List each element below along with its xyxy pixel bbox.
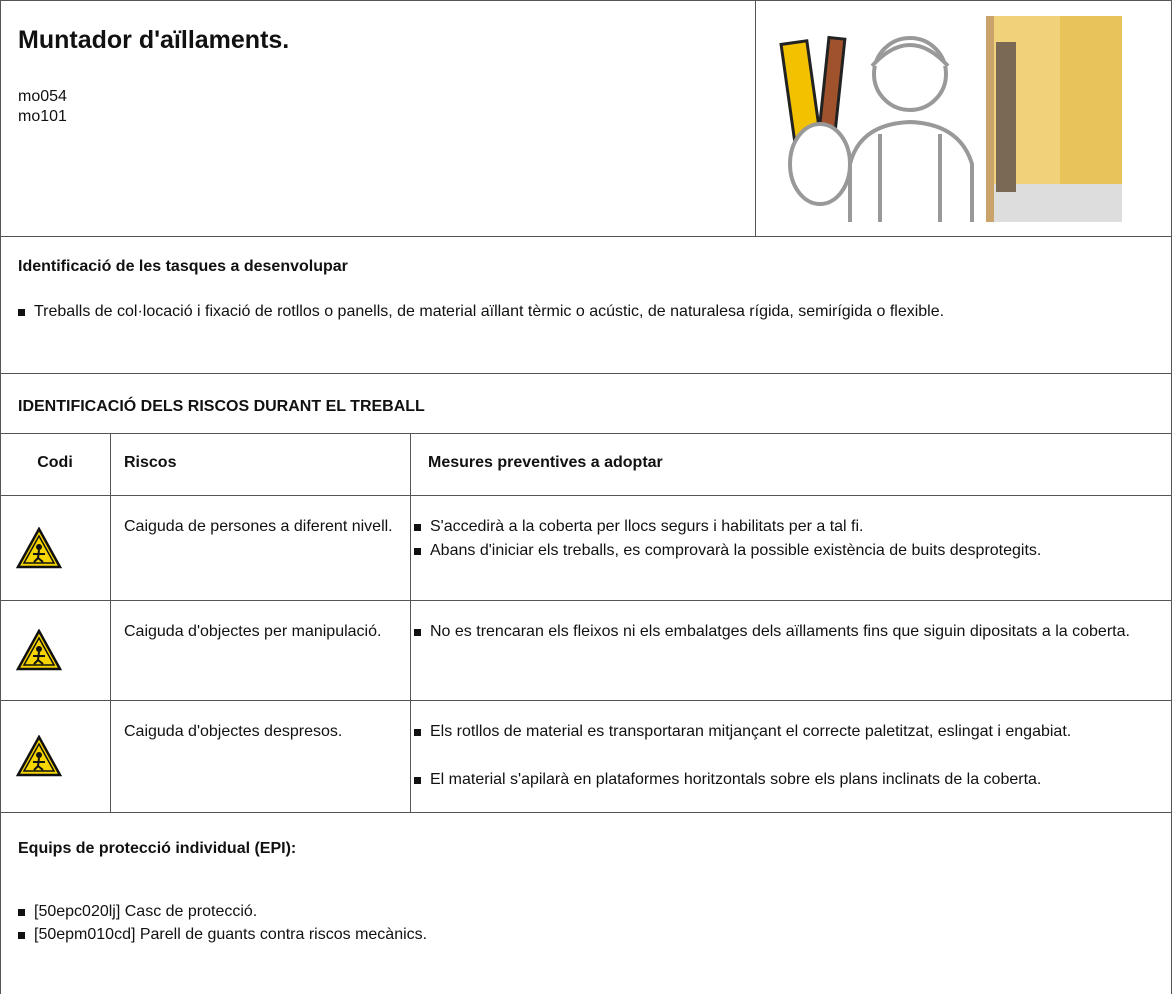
list-item: Treballs de col·locació i fixació de rot… — [18, 300, 1164, 324]
section-title: Identificació de les tasques a desenvolu… — [18, 258, 348, 275]
column-header: Riscos — [124, 454, 177, 471]
list-item: S'accedirà a la coberta per llocs segurs… — [414, 515, 1160, 539]
list-item: Els rotllos de material es transportaran… — [414, 720, 1160, 744]
section-title: Equips de protecció individual (EPI): — [18, 840, 297, 857]
illustration — [779, 16, 1122, 222]
measure-text: Els rotllos de material es transportaran… — [430, 723, 1072, 740]
column-header: Mesures preventives a adoptar — [428, 454, 663, 471]
divider — [0, 812, 1172, 813]
risk-text: Caiguda d'objectes per manipulació. — [124, 623, 382, 640]
divider — [0, 700, 1172, 701]
bullet — [18, 309, 25, 316]
divider — [755, 0, 756, 236]
border — [0, 0, 1172, 1]
divider — [0, 495, 1172, 496]
measure-text: El material s'apilarà en plataformes hor… — [430, 771, 1042, 788]
divider — [410, 433, 411, 812]
item-text: Treballs de col·locació i fixació de rot… — [34, 303, 945, 320]
measure-text: S'accedirà a la coberta per llocs segurs… — [430, 518, 864, 535]
bullet — [414, 629, 421, 636]
measure-text: Abans d'iniciar els treballs, es comprov… — [430, 542, 1042, 559]
warning-icon — [16, 735, 62, 777]
list-item: Abans d'iniciar els treballs, es comprov… — [414, 539, 1160, 563]
title: Muntador d'aïllaments. — [18, 26, 290, 54]
divider — [0, 373, 1172, 374]
border — [0, 0, 1, 994]
item-text: [50epc020lj] Casc de protecció. — [34, 903, 258, 920]
bullet — [18, 909, 25, 916]
section-title: IDENTIFICACIÓ DELS RISCOS DURANT EL TREB… — [18, 398, 425, 415]
code: mo101 — [18, 108, 67, 125]
bullet — [414, 729, 421, 736]
divider — [0, 433, 1172, 434]
warning-icon — [16, 526, 62, 568]
bullet — [414, 524, 421, 531]
risk-text: Caiguda d'objectes despresos. — [124, 723, 343, 740]
risk-text: Caiguda de persones a diferent nivell. — [124, 518, 393, 535]
divider — [0, 236, 1172, 237]
divider — [0, 600, 1172, 601]
list-item: [50epm010cd] Parell de guants contra ris… — [18, 923, 427, 947]
column-header: Codi — [37, 454, 73, 471]
item-text: [50epm010cd] Parell de guants contra ris… — [34, 926, 428, 943]
code: mo054 — [18, 88, 67, 105]
warning-icon — [16, 629, 62, 671]
list-item: [50epc020lj] Casc de protecció. — [18, 900, 257, 924]
bullet — [414, 777, 421, 784]
divider — [110, 433, 111, 812]
bullet — [18, 932, 25, 939]
bullet — [414, 548, 421, 555]
list-item: El material s'apilarà en plataformes hor… — [414, 768, 1160, 792]
list-item: No es trencaran els fleixos ni els embal… — [414, 620, 1160, 644]
measure-text: No es trencaran els fleixos ni els embal… — [430, 623, 1130, 640]
